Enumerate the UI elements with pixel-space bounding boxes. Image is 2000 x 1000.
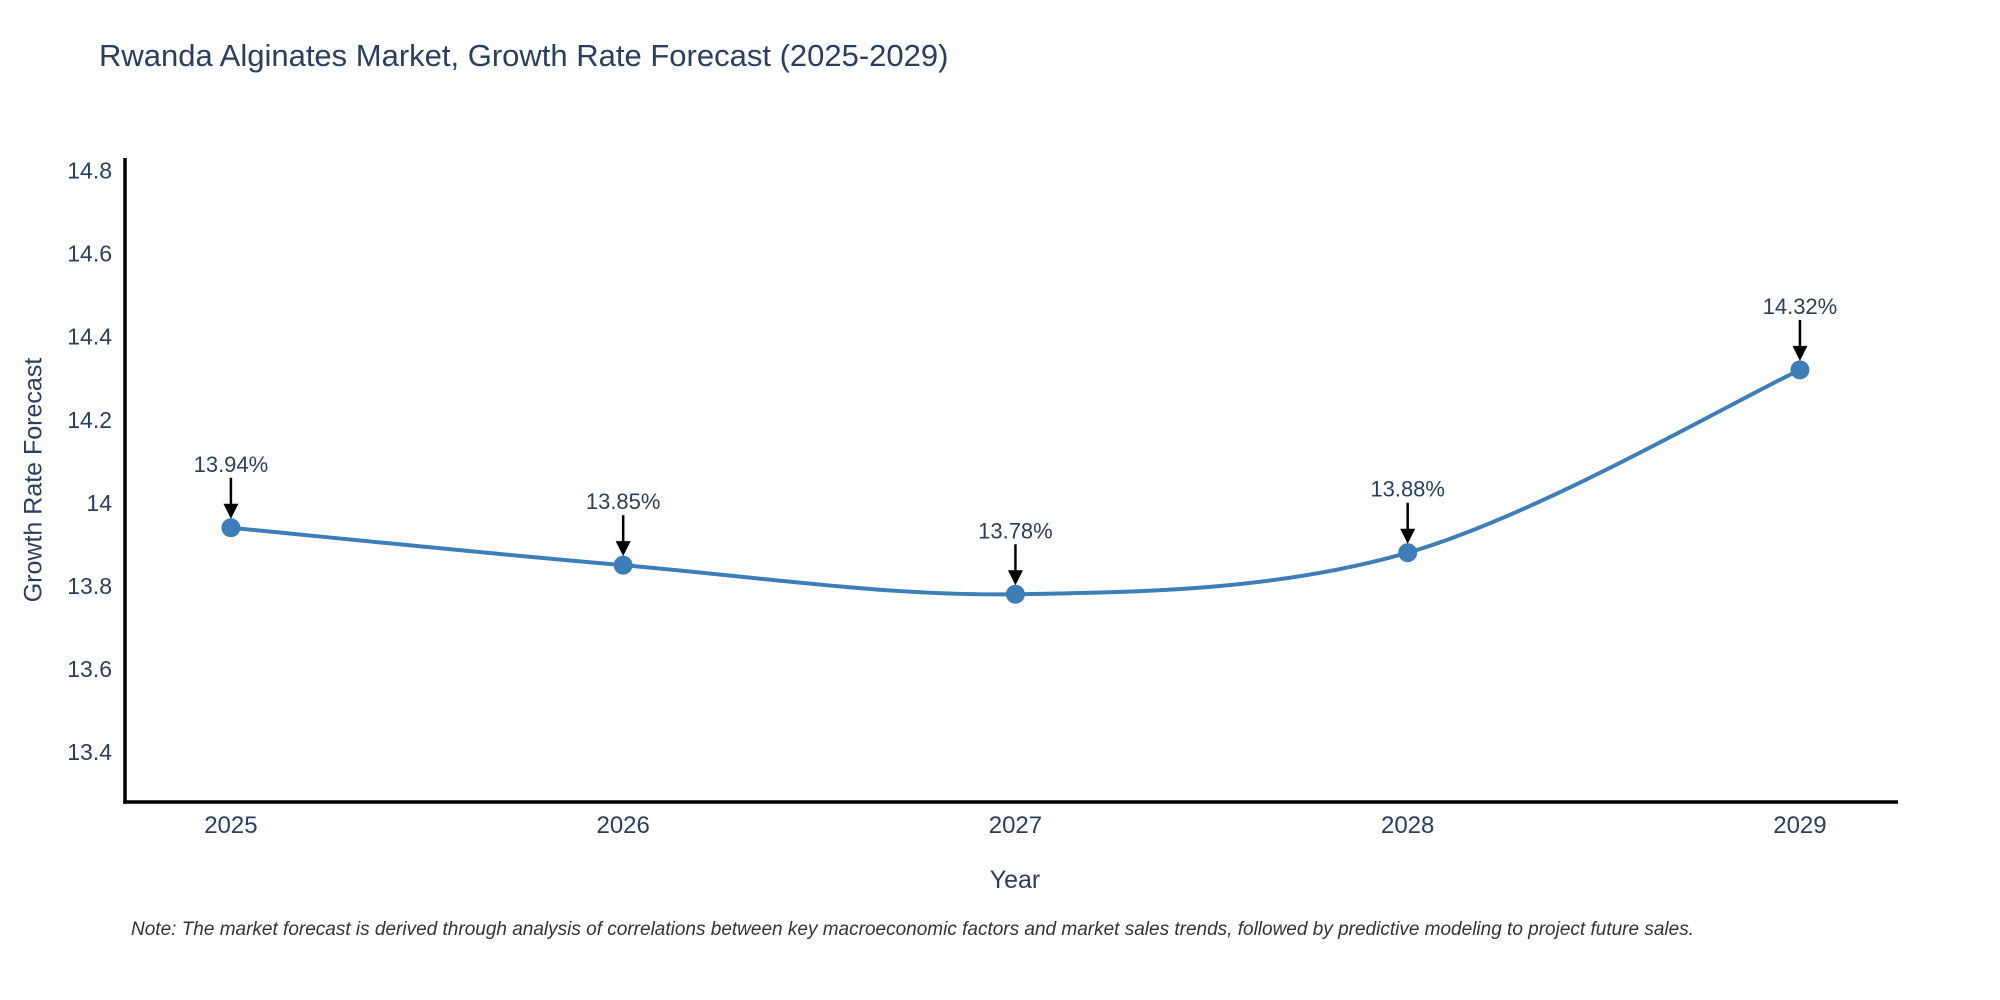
data-point-marker[interactable] bbox=[1005, 584, 1025, 604]
chart-title: Rwanda Alginates Market, Growth Rate For… bbox=[99, 38, 949, 73]
data-point-marker[interactable] bbox=[613, 555, 633, 575]
data-point-annotation: 14.32% bbox=[1763, 294, 1838, 319]
y-tick-label: 14.2 bbox=[67, 407, 112, 433]
y-tick-label: 14 bbox=[86, 490, 112, 516]
x-axis-title: Year bbox=[989, 866, 1041, 894]
annotation-arrow-head bbox=[223, 503, 239, 519]
y-tick-label: 14.4 bbox=[67, 324, 112, 350]
x-tick-label: 2025 bbox=[204, 812, 257, 839]
data-point-annotation: 13.78% bbox=[978, 518, 1053, 543]
data-point-annotation: 13.94% bbox=[194, 452, 269, 477]
data-point-marker[interactable] bbox=[1398, 543, 1418, 563]
annotation-arrow-head bbox=[1792, 345, 1808, 361]
y-tick-label: 14.8 bbox=[67, 157, 112, 183]
x-tick-label: 2027 bbox=[989, 812, 1042, 839]
footnote: Note: The market forecast is derived thr… bbox=[131, 919, 1694, 940]
x-tick-label: 2029 bbox=[1773, 812, 1826, 839]
data-point-annotation: 13.85% bbox=[586, 489, 661, 514]
y-tick-label: 13.6 bbox=[67, 656, 112, 682]
y-tick-label: 13.4 bbox=[67, 739, 112, 765]
annotation-arrow-head bbox=[1007, 570, 1023, 586]
x-tick-label: 2028 bbox=[1381, 812, 1434, 839]
x-tick-label: 2026 bbox=[596, 812, 649, 839]
y-tick-label: 14.6 bbox=[67, 241, 112, 267]
data-point-marker[interactable] bbox=[1790, 360, 1810, 380]
y-tick-label: 13.8 bbox=[67, 573, 112, 599]
data-point-annotation: 13.88% bbox=[1370, 477, 1445, 502]
annotation-arrow-head bbox=[615, 541, 631, 557]
annotation-arrow-head bbox=[1400, 528, 1416, 544]
data-point-marker[interactable] bbox=[221, 518, 241, 538]
